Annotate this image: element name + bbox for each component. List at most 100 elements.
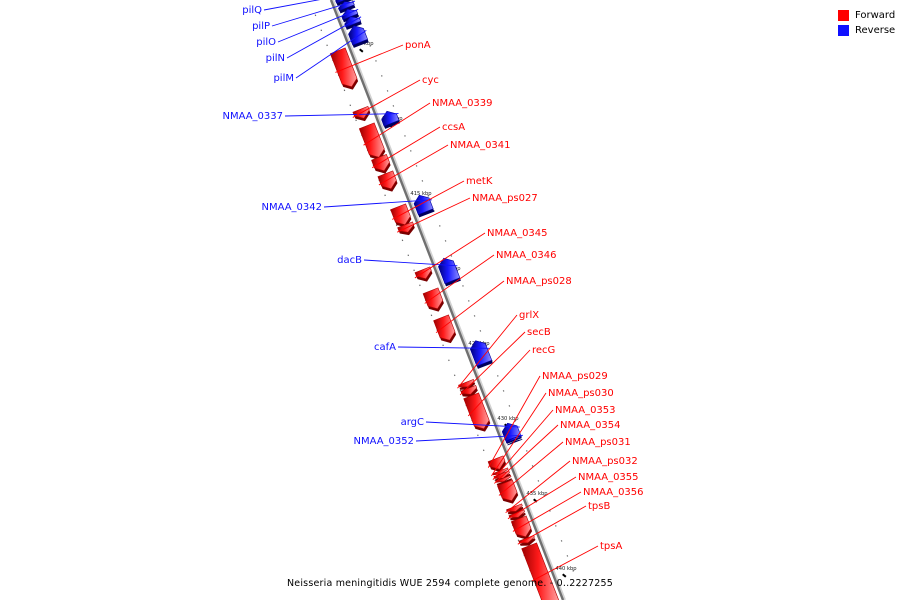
gene-NMAA_0345-leader — [414, 232, 486, 279]
gene-pilP-arrow[interactable] — [338, 1, 355, 11]
gene-pilP-label[interactable]: pilP — [252, 21, 270, 32]
gene-recG-label[interactable]: recG — [532, 345, 555, 356]
tick-label: 435 kbp — [526, 491, 548, 497]
gene-NMAA_ps032-label[interactable]: NMAA_ps032 — [572, 456, 638, 467]
gene-tpsB-label[interactable]: tpsB — [588, 501, 610, 512]
gene-NMAA_0354-leader — [494, 424, 559, 484]
gene-NMAA_0342-leader — [323, 199, 432, 208]
gene-pilM-leader — [295, 29, 367, 79]
reverse-label: Reverse — [855, 25, 896, 36]
gene-argC-leader — [425, 421, 520, 428]
axis-shadow — [331, 0, 566, 600]
gene-NMAA_0341-leader — [378, 144, 449, 186]
gene-pilO-arrow[interactable] — [341, 8, 359, 20]
gene-secB-label[interactable]: secB — [527, 327, 551, 338]
genome-caption: Neisseria meningitidis WUE 2594 complete… — [286, 578, 614, 589]
forward-swatch — [838, 10, 849, 21]
gene-grlX-leader — [457, 314, 518, 389]
gene-NMAA_0346-label[interactable]: NMAA_0346 — [496, 250, 557, 261]
gene-ccsA-label[interactable]: ccsA — [442, 122, 465, 133]
gene-NMAA_ps029-arrow[interactable] — [487, 455, 506, 470]
gene-cafA-arrow[interactable] — [469, 340, 493, 367]
major-tick — [562, 573, 567, 578]
gene-NMAA_0345-label[interactable]: NMAA_0345 — [487, 228, 548, 239]
legend-forward: Forward — [838, 8, 895, 23]
gene-cafA-label[interactable]: cafA — [374, 342, 396, 353]
tick-label: 440 kbp — [555, 566, 577, 572]
gene-NMAA_ps031-label[interactable]: NMAA_ps031 — [565, 437, 631, 448]
gene-NMAA_ps030-label[interactable]: NMAA_ps030 — [548, 388, 614, 399]
gene-argC-label[interactable]: argC — [401, 417, 424, 428]
gene-tpsB-leader — [517, 505, 587, 545]
major-tick — [359, 48, 364, 53]
gene-NMAA_ps028-label[interactable]: NMAA_ps028 — [506, 276, 572, 287]
gene-pilN-label[interactable]: pilN — [266, 53, 285, 64]
gene-NMAA_0339-label[interactable]: NMAA_0339 — [432, 98, 493, 109]
gene-NMAA_0346-arrow[interactable] — [422, 287, 444, 310]
gene-NMAA_ps032-leader — [505, 460, 571, 514]
gene-grlX-label[interactable]: grlX — [519, 310, 539, 321]
gene-secB-arrow[interactable] — [460, 385, 478, 395]
reverse-swatch — [838, 25, 849, 36]
gene-metK-arrow[interactable] — [390, 203, 411, 226]
gene-tpsA-label[interactable]: tpsA — [600, 541, 622, 552]
legend: Forward Reverse — [838, 8, 895, 38]
gene-features — [329, 0, 560, 600]
gene-pilQ-arrow[interactable] — [335, 0, 352, 4]
gene-NMAA_ps032-arrow[interactable] — [506, 503, 523, 512]
tick-label: 415 kbp — [410, 191, 432, 197]
gene-recG-arrow[interactable] — [463, 392, 490, 430]
gene-NMAA_ps029-label[interactable]: NMAA_ps029 — [542, 371, 608, 382]
gene-NMAA_0337-label[interactable]: NMAA_0337 — [222, 111, 283, 122]
gene-ccsA-leader — [372, 126, 441, 169]
gene-NMAA_0342-label[interactable]: NMAA_0342 — [261, 202, 322, 213]
gene-tpsA-arrow[interactable] — [521, 542, 560, 600]
gene-metK-leader — [392, 180, 465, 220]
gene-dacB-leader — [363, 259, 458, 267]
gene-NMAA_0346-leader — [424, 254, 495, 304]
backbone-axis — [329, 0, 566, 600]
gene-NMAA_0356-label[interactable]: NMAA_0356 — [583, 487, 644, 498]
tick-label: 430 kbp — [497, 416, 519, 422]
axis-line — [329, 0, 565, 600]
gene-pilO-leader — [277, 8, 359, 43]
gene-NMAA_0353-leader — [492, 409, 554, 480]
gene-NMAA_0339-leader — [363, 102, 431, 146]
gene-pilQ-leader — [263, 0, 321, 11]
gene-NMAA_0355-label[interactable]: NMAA_0355 — [578, 472, 639, 483]
gene-cyc-label[interactable]: cyc — [422, 75, 439, 86]
gene-ponA-leader — [335, 44, 404, 73]
gene-shadow — [496, 478, 513, 486]
gene-NMAA_0354-label[interactable]: NMAA_0354 — [560, 420, 621, 431]
gene-ponA-label[interactable]: ponA — [405, 40, 431, 51]
gene-tpsA-leader — [531, 545, 599, 582]
gene-NMAA_0337-arrow[interactable] — [381, 110, 400, 127]
gene-pilM-label[interactable]: pilM — [273, 73, 294, 84]
gene-NMAA_ps030-leader — [491, 392, 547, 477]
gene-NMAA_ps028-arrow[interactable] — [433, 314, 456, 341]
gene-labels: pilQ pilP pilO pilN pilM NMAA_0337 NMAA_0342da… — [222, 0, 644, 582]
gene-NMAA_0352-leader — [415, 434, 523, 442]
gene-NMAA_0337-leader — [284, 113, 399, 117]
gene-NMAA_0341-label[interactable]: NMAA_0341 — [450, 140, 511, 151]
gene-NMAA_0353-label[interactable]: NMAA_0353 — [555, 405, 616, 416]
gene-NMAA_0355-leader — [507, 476, 577, 520]
gene-NMAA_ps031-arrow[interactable] — [497, 479, 518, 502]
gene-NMAA_0352-label[interactable]: NMAA_0352 — [353, 436, 414, 447]
gene-NMAA_0356-leader — [512, 491, 582, 532]
gene-cafA-leader — [397, 346, 490, 349]
gene-pilQ-label[interactable]: pilQ — [242, 5, 262, 16]
gene-NMAA_ps027-label[interactable]: NMAA_ps027 — [472, 193, 538, 204]
gene-metK-label[interactable]: metK — [466, 176, 493, 187]
gene-recG-leader — [467, 349, 531, 417]
gene-pilN-leader — [286, 16, 362, 59]
gene-pilO-label[interactable]: pilO — [256, 37, 276, 48]
gene-NMAA_ps031-leader — [498, 441, 564, 496]
gene-dacB-label[interactable]: dacB — [337, 255, 362, 266]
legend-reverse: Reverse — [838, 23, 895, 38]
gene-NMAA_ps027-leader — [396, 197, 471, 233]
gene-pilP-leader — [271, 0, 356, 27]
gene-NMAA_ps029-leader — [487, 375, 541, 468]
forward-label: Forward — [855, 10, 896, 21]
